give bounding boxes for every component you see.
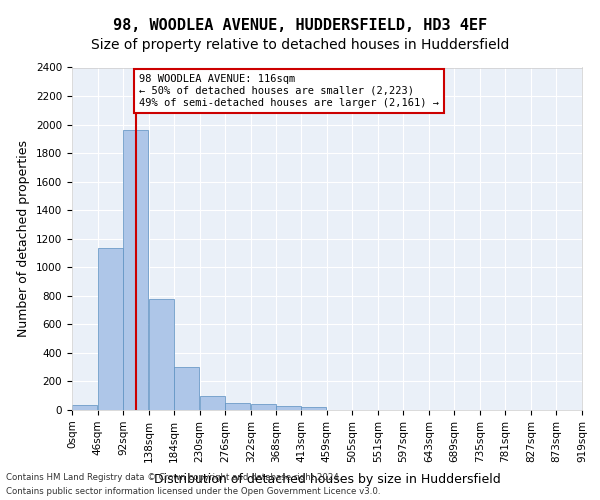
Text: Contains public sector information licensed under the Open Government Licence v3: Contains public sector information licen… xyxy=(6,488,380,496)
Bar xyxy=(98,248,123,410)
Bar xyxy=(72,405,97,410)
Bar xyxy=(277,406,301,410)
Bar xyxy=(149,300,174,410)
Bar xyxy=(200,396,225,410)
Bar xyxy=(251,404,276,410)
Y-axis label: Number of detached properties: Number of detached properties xyxy=(17,140,31,337)
Text: Contains HM Land Registry data © Crown copyright and database right 2024.: Contains HM Land Registry data © Crown c… xyxy=(6,472,341,482)
Bar xyxy=(226,403,250,410)
Text: Size of property relative to detached houses in Huddersfield: Size of property relative to detached ho… xyxy=(91,38,509,52)
Text: 98, WOODLEA AVENUE, HUDDERSFIELD, HD3 4EF: 98, WOODLEA AVENUE, HUDDERSFIELD, HD3 4E… xyxy=(113,18,487,32)
Bar xyxy=(301,408,326,410)
Bar xyxy=(124,130,148,410)
Bar xyxy=(175,367,199,410)
X-axis label: Distribution of detached houses by size in Huddersfield: Distribution of detached houses by size … xyxy=(154,473,500,486)
Text: 98 WOODLEA AVENUE: 116sqm
← 50% of detached houses are smaller (2,223)
49% of se: 98 WOODLEA AVENUE: 116sqm ← 50% of detac… xyxy=(139,74,439,108)
